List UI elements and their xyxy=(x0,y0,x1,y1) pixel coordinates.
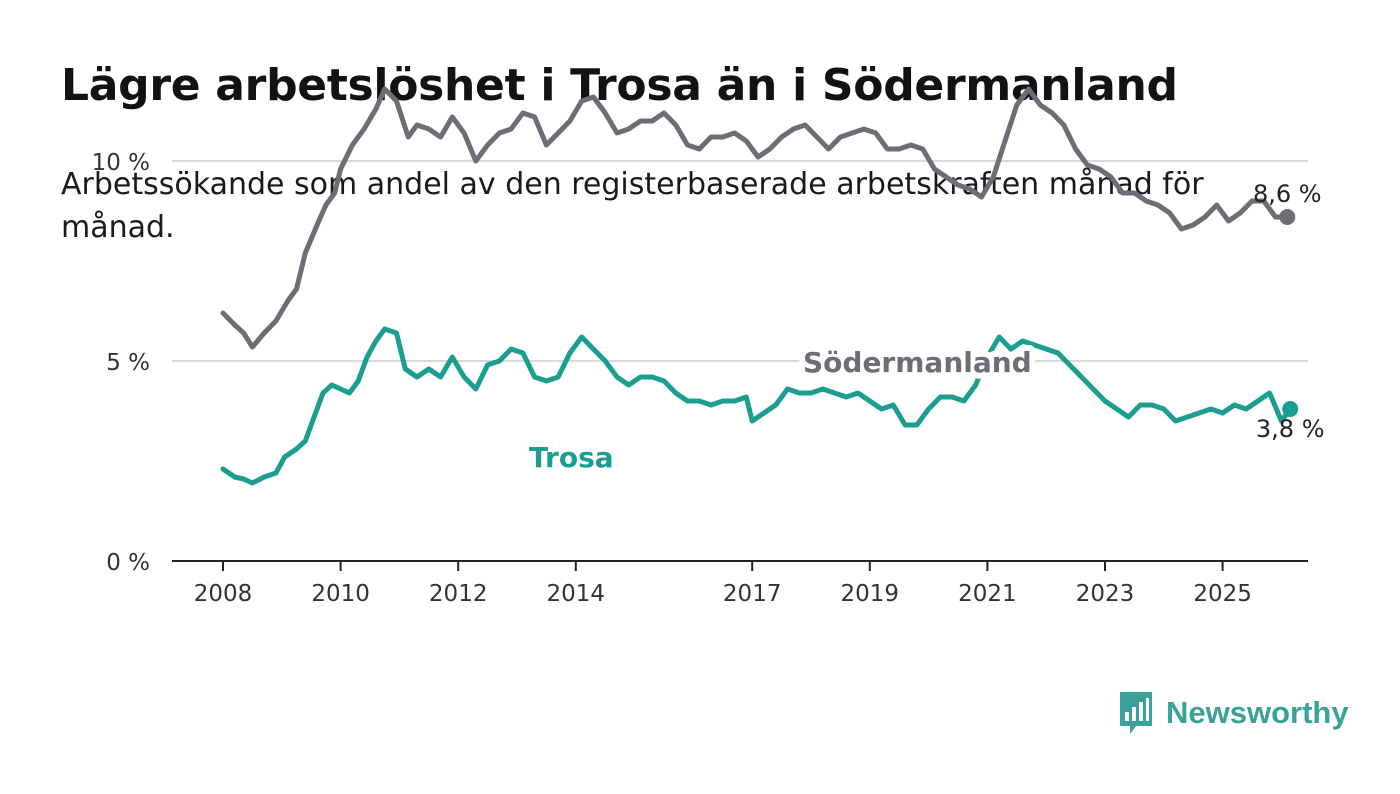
chart-subtitle: Arbetssökande som andel av den registerb… xyxy=(61,167,1204,245)
y-tick-label: 0 % xyxy=(106,550,150,576)
series-line-södermanland xyxy=(220,86,1290,350)
series-line-trosa xyxy=(220,326,1293,486)
series-name-label-södermanland: Södermanland xyxy=(803,346,1032,379)
x-tick-label: 2025 xyxy=(1193,581,1252,607)
series-name-halo: Trosa xyxy=(529,441,614,474)
end-value-label-södermanland: 8,6 % xyxy=(1253,180,1322,208)
end-points xyxy=(1279,209,1299,417)
brand-name: Newsworthy xyxy=(1166,695,1349,730)
x-tick-label: 2010 xyxy=(311,581,370,607)
series-name-halo: Södermanland xyxy=(803,346,1032,379)
series-lines xyxy=(220,86,1293,486)
series-labels: 8,6 %3,8 %SödermanlandSödermanlandTrosaT… xyxy=(523,180,1325,480)
x-tick-label: 2023 xyxy=(1076,581,1135,607)
x-tick-label: 2019 xyxy=(841,581,900,607)
chart-title: Lägre arbetslöshet i Trosa än i Söderman… xyxy=(61,60,1178,111)
chart-bubble-icon xyxy=(1120,692,1152,734)
x-axis-labels: 2008 2010 2012 2014 2017 2019 2021 2023 2025 xyxy=(194,581,1252,607)
x-tick-label: 2014 xyxy=(547,581,606,607)
y-tick-label: 10 % xyxy=(92,150,150,176)
end-value-label-trosa: 3,8 % xyxy=(1256,415,1325,443)
series-name-label-trosa: Trosa xyxy=(529,441,614,474)
x-tick-label: 2017 xyxy=(723,581,782,607)
end-point-södermanland xyxy=(1279,209,1296,225)
x-tick-label: 2008 xyxy=(194,581,253,607)
y-tick-label: 5 % xyxy=(106,350,150,376)
brand-logo: Newsworthy xyxy=(1118,690,1349,736)
end-point-trosa xyxy=(1282,401,1299,417)
x-tick-label: 2021 xyxy=(958,581,1017,607)
y-axis-labels: 0 % 5 % 10 % xyxy=(92,150,150,576)
grid-lines xyxy=(172,160,1308,571)
x-tick-label: 2012 xyxy=(429,581,488,607)
